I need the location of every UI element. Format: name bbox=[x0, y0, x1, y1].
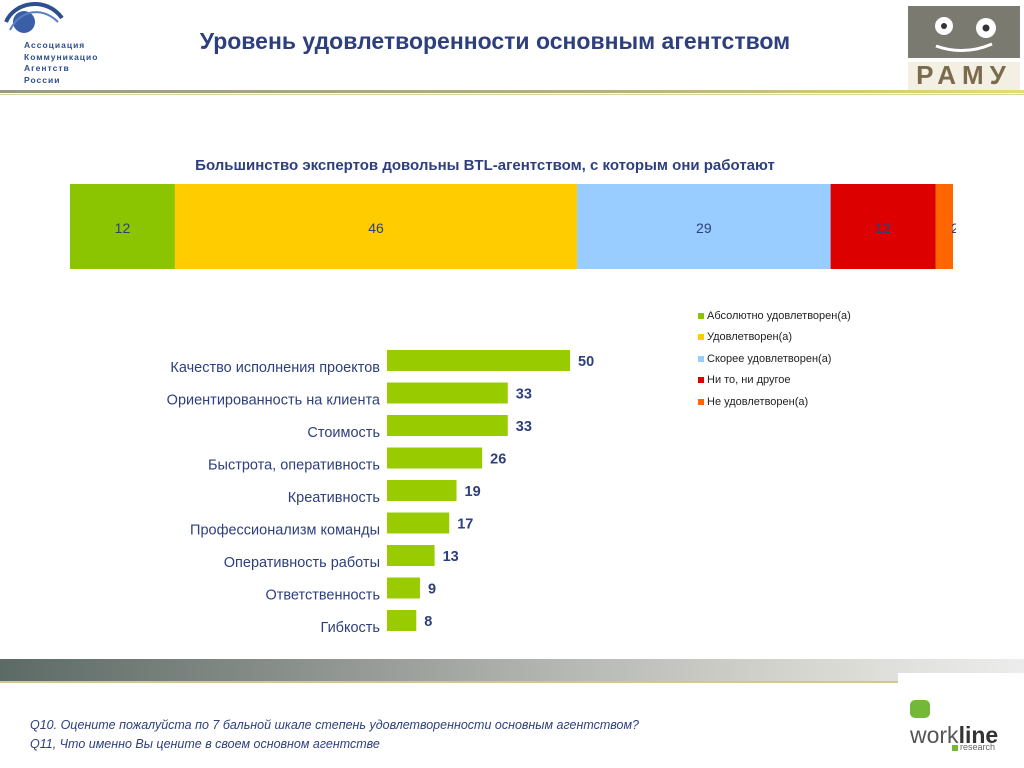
bar-value-label-8: 8 bbox=[424, 614, 432, 630]
legend-item-0: Абсолютно удовлетворен(а) bbox=[698, 305, 851, 327]
workline-logo-box bbox=[898, 673, 1024, 768]
footer-band bbox=[0, 659, 1024, 681]
workline-logo-text: workline bbox=[910, 722, 998, 749]
association-logo-text: Ассоциация Коммуникацио Агентств России bbox=[24, 40, 98, 86]
stacked-label-4: 2 bbox=[951, 220, 956, 236]
bar-4 bbox=[387, 480, 457, 501]
stacked-bar-chart: 12 46 29 12 2 bbox=[70, 184, 956, 269]
stacked-segment-4 bbox=[935, 184, 953, 269]
bar-category-label-3: Быстрота, оперативность bbox=[208, 458, 380, 474]
logo-circle-icon bbox=[13, 11, 35, 33]
assoc-line-2: Коммуникацио bbox=[24, 51, 99, 62]
footnote-q11: Q11, Что именно Вы цените в своем основн… bbox=[30, 737, 380, 751]
workline-research: research bbox=[960, 742, 996, 752]
stacked-segment-0 bbox=[70, 184, 175, 269]
header-divider bbox=[0, 90, 1024, 93]
header-divider-thin bbox=[0, 94, 1024, 95]
bar-category-label-7: Ответственность bbox=[265, 588, 380, 604]
workline-work: work bbox=[910, 722, 959, 748]
assoc-line-1: Ассоциация bbox=[24, 40, 86, 50]
bar-value-label-3: 26 bbox=[490, 452, 506, 468]
bar-value-label-0: 50 bbox=[578, 354, 594, 370]
bar-value-label-2: 33 bbox=[516, 419, 532, 435]
legend-label-2: Скорее удовлетворен(а) bbox=[707, 352, 832, 365]
chart-legend: Абсолютно удовлетворен(а) Удовлетворен(а)… bbox=[698, 305, 851, 413]
legend-swatch-2 bbox=[698, 355, 704, 362]
page-title: Уровень удовлетворенности основным агент… bbox=[199, 28, 791, 54]
bar-category-label-5: Профессионализм команды bbox=[190, 523, 380, 539]
bar-6 bbox=[387, 545, 435, 566]
bar-value-label-7: 9 bbox=[428, 582, 436, 598]
bar-category-label-1: Ориентированность на клиента bbox=[167, 393, 381, 409]
bar-8 bbox=[387, 610, 417, 631]
assoc-line-3: Агентств bbox=[24, 63, 70, 73]
stacked-segment-3 bbox=[830, 184, 936, 269]
legend-item-3: Ни то, ни другое bbox=[698, 370, 851, 392]
legend-swatch-3 bbox=[698, 377, 704, 384]
stacked-segment-1 bbox=[174, 184, 578, 269]
assoc-line-4: России bbox=[24, 74, 61, 85]
workline-logo-icon bbox=[910, 700, 932, 725]
legend-swatch-0 bbox=[698, 312, 704, 319]
association-logo bbox=[0, 0, 120, 92]
bar-5 bbox=[387, 512, 450, 534]
workline-dot-icon bbox=[952, 744, 958, 751]
bar-7 bbox=[387, 577, 420, 599]
stacked-label-0: 12 bbox=[115, 220, 131, 236]
stacked-label-3: 12 bbox=[875, 220, 891, 236]
bar-category-label-0: Качество исполнения проектов bbox=[170, 360, 380, 376]
footnote-q10: Q10. Оцените пожалуйста по 7 бальной шка… bbox=[30, 718, 640, 732]
legend-swatch-1 bbox=[698, 334, 704, 341]
legend-item-1: Удовлетворен(а) bbox=[698, 327, 851, 349]
stacked-label-2: 29 bbox=[696, 220, 712, 236]
legend-label-0: Абсолютно удовлетворен(а) bbox=[707, 309, 851, 322]
bar-value-label-5: 17 bbox=[457, 517, 473, 533]
bar-value-label-1: 33 bbox=[516, 387, 532, 403]
legend-item-4: Не удовлетворен(а) bbox=[698, 391, 851, 413]
legend-label-3: Ни то, ни другое bbox=[707, 374, 791, 387]
bar-value-label-6: 13 bbox=[443, 549, 459, 565]
bar-1 bbox=[387, 382, 508, 404]
legend-swatch-4 bbox=[698, 398, 704, 405]
bar-0 bbox=[387, 350, 570, 371]
bar-3 bbox=[387, 447, 483, 469]
workline-sub: research bbox=[952, 742, 995, 752]
stacked-label-1: 46 bbox=[368, 220, 384, 236]
chart-subtitle: Большинство экспертов довольны BTL-агент… bbox=[195, 157, 775, 174]
legend-item-2: Скорее удовлетворен(а) bbox=[698, 348, 851, 370]
bar-2 bbox=[387, 415, 508, 436]
legend-label-4: Не удовлетворен(а) bbox=[707, 395, 809, 408]
bar-value-label-4: 19 bbox=[465, 484, 481, 500]
horizontal-bar-chart: Качество исполнения проектов 50 Ориентиров… bbox=[167, 350, 594, 636]
bar-category-label-6: Оперативность работы bbox=[224, 555, 380, 571]
ramu-logo bbox=[908, 6, 1020, 94]
footer-divider bbox=[0, 681, 900, 683]
bar-category-label-2: Стоимость bbox=[307, 425, 380, 441]
ramu-logo-text: РАМУ bbox=[916, 60, 1012, 90]
bar-category-label-8: Гибкость bbox=[321, 620, 380, 636]
footnote: Q10. Оцените пожалуйста по 7 бальной шка… bbox=[30, 716, 639, 754]
bar-category-label-4: Креативность bbox=[288, 490, 380, 506]
workline-line: line bbox=[958, 722, 999, 748]
legend-label-1: Удовлетворен(а) bbox=[707, 331, 793, 344]
stacked-segment-2 bbox=[577, 184, 831, 269]
